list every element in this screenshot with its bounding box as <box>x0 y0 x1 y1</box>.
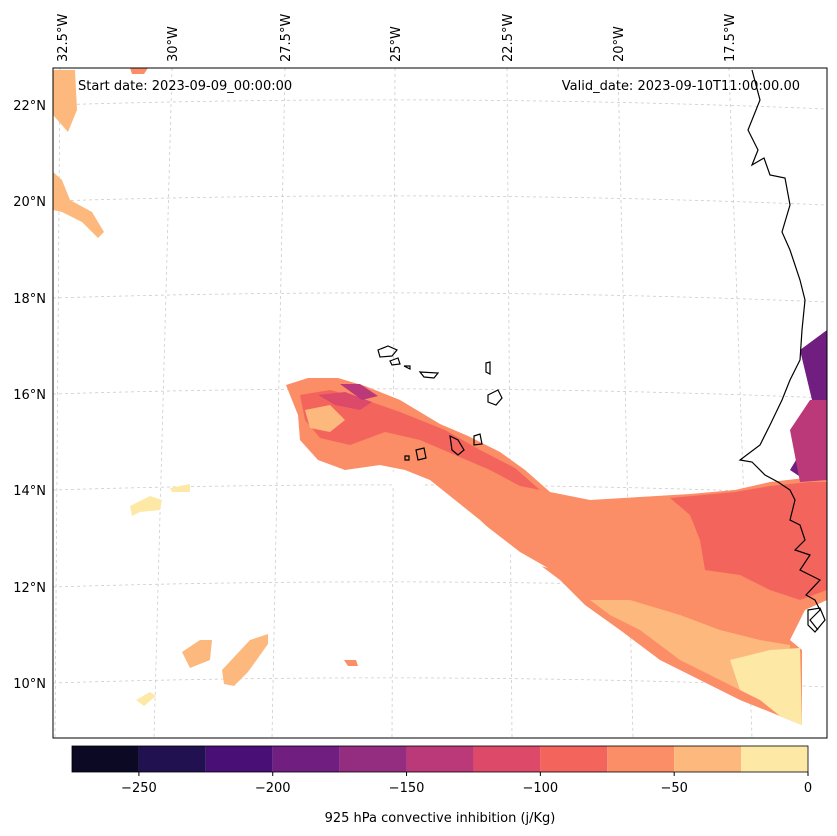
cin-contours <box>53 68 827 725</box>
contour-patch-sw-2 <box>170 484 190 492</box>
contour-east-red <box>670 482 827 600</box>
colorbar-swatch <box>205 746 273 772</box>
meridian-22-5w <box>506 67 513 739</box>
map-frame <box>52 67 828 739</box>
longitude-labels: 32.5°W 30°W 27.5°W 25°W 22.5°W 20°W 17.5… <box>56 14 738 62</box>
cape-verde-fogo <box>415 447 427 461</box>
lon-label: 22.5°W <box>501 14 516 62</box>
colorbar-swatch <box>339 746 407 772</box>
contour-band-core-3 <box>340 384 378 400</box>
parallel-18n <box>52 292 828 303</box>
colorbar-swatch <box>741 746 808 772</box>
lon-label: 32.5°W <box>56 14 71 62</box>
contour-band-light <box>305 405 345 432</box>
colorbar-tick-label: 0 <box>804 781 812 796</box>
start-date-label: Start date: 2023-09-09_00:00:00 <box>78 79 292 94</box>
contour-patch-sw-4 <box>222 634 268 686</box>
parallel-14n <box>52 484 828 495</box>
lat-label: 14°N <box>13 484 46 499</box>
colorbar-tick-label: −200 <box>255 781 291 796</box>
meridian-25w <box>391 67 396 739</box>
contour-patch-sw-6 <box>344 660 358 666</box>
cape-verde-brava <box>404 455 410 461</box>
colorbar-swatch <box>540 746 608 772</box>
lon-label: 20°W <box>612 26 627 62</box>
latitude-labels: 22°N 20°N 18°N 16°N 14°N 12°N 10°N <box>13 99 46 692</box>
lat-label: 18°N <box>13 292 46 307</box>
colorbar-tick-label: −100 <box>523 781 559 796</box>
parallel-12n <box>52 581 828 592</box>
parallel-10n <box>52 677 828 688</box>
coastlines <box>377 69 826 633</box>
lon-label: 25°W <box>389 26 404 62</box>
bijagos-islands <box>807 607 826 633</box>
cape-verde-sal <box>485 361 491 375</box>
lat-label: 20°N <box>13 195 46 210</box>
colorbar-swatch <box>473 746 541 772</box>
colorbar-swatch <box>138 746 206 772</box>
colorbar-tick-label: −50 <box>660 781 687 796</box>
valid-date-label: Valid_date: 2023-09-10T11:00:00.00 <box>562 79 800 94</box>
cape-verde-boa-vista <box>487 389 503 406</box>
parallel-22n <box>52 99 828 110</box>
cape-verde-maio <box>473 433 483 446</box>
colorbar: −250 −200 −150 −100 −50 0 925 hPa convective … <box>71 745 812 826</box>
parallel-20n <box>52 195 828 206</box>
contour-patch-sw-1 <box>130 496 162 516</box>
lat-label: 16°N <box>13 388 46 403</box>
cape-verde-sao-nicolau <box>418 371 440 379</box>
colorbar-swatch <box>607 746 675 772</box>
parallel-16n <box>52 388 828 399</box>
lon-label: 17.5°W <box>723 14 738 62</box>
meridian-30w <box>153 67 173 739</box>
colorbar-label: 925 hPa convective inhibition (j/Kg) <box>325 811 556 826</box>
cape-verde-sao-vicente <box>389 357 401 366</box>
contour-band-gap <box>360 470 548 568</box>
cape-verde-santa-luzia <box>403 365 411 370</box>
lat-label: 22°N <box>13 99 46 114</box>
colorbar-swatch <box>674 746 742 772</box>
contour-patch-sw-3 <box>182 640 212 668</box>
contour-patch-nw-mid <box>53 172 104 238</box>
contour-band-core-2 <box>318 392 372 410</box>
lat-label: 10°N <box>13 677 46 692</box>
colorbar-ticks: −250 −200 −150 −100 −50 0 <box>121 772 812 796</box>
colorbar-swatches <box>72 746 808 772</box>
lon-label: 27.5°W <box>279 14 294 62</box>
meridian-27-5w <box>271 67 286 739</box>
lon-label: 30°W <box>166 26 181 62</box>
colorbar-tick-label: −250 <box>121 781 157 796</box>
meridian-32-5w <box>54 67 61 739</box>
contour-east-coast-magenta <box>790 400 827 482</box>
lat-label: 12°N <box>13 581 46 596</box>
african-coastline <box>738 69 821 631</box>
contour-patch-nw-top-inner <box>130 68 148 74</box>
colorbar-swatch <box>272 746 340 772</box>
colorbar-tick-label: −150 <box>389 781 425 796</box>
contour-east-pale <box>730 648 802 725</box>
cape-verde-santiago <box>449 434 465 456</box>
contour-patch-nw-top <box>53 70 77 132</box>
map-panel: Start date: 2023-09-09_00:00:00 Valid_da… <box>52 67 828 739</box>
colorbar-swatch <box>72 746 139 772</box>
contour-patch-sw-5 <box>136 692 156 706</box>
contour-band-core <box>300 390 540 490</box>
cape-verde-santo-antao <box>377 345 398 358</box>
colorbar-frame <box>71 745 809 773</box>
colorbar-swatch <box>406 746 474 772</box>
